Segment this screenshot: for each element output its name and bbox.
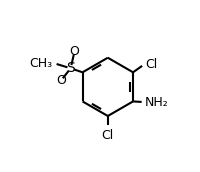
- Text: O: O: [56, 74, 66, 87]
- Text: Cl: Cl: [145, 58, 157, 71]
- Text: NH₂: NH₂: [145, 96, 169, 109]
- Text: O: O: [70, 45, 80, 58]
- Text: S: S: [66, 61, 75, 75]
- Text: CH₃: CH₃: [30, 57, 53, 69]
- Text: Cl: Cl: [102, 129, 114, 142]
